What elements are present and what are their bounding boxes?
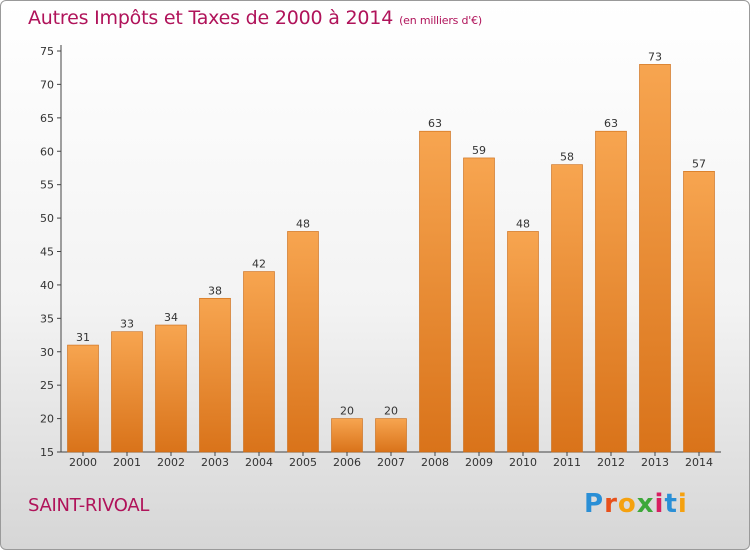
x-tick-label: 2000 <box>69 456 97 469</box>
bar-2009 <box>463 157 495 453</box>
data-label: 73 <box>648 50 662 63</box>
bar-2003 <box>199 297 231 453</box>
data-label: 63 <box>428 117 442 130</box>
y-tick-label: 25 <box>40 379 54 392</box>
y-tick-label: 60 <box>40 145 54 158</box>
bar-2005 <box>287 231 319 453</box>
x-tick-label: 2007 <box>377 456 405 469</box>
bar-2011 <box>551 164 583 453</box>
data-label: 33 <box>120 318 134 331</box>
data-label: 57 <box>692 157 706 170</box>
data-label: 59 <box>472 144 486 157</box>
y-tick-label: 50 <box>40 212 54 225</box>
data-label: 48 <box>516 217 530 230</box>
data-label: 48 <box>296 217 310 230</box>
bar-2013 <box>639 64 671 453</box>
x-tick-label: 2004 <box>245 456 273 469</box>
title-unit: (en milliers d'€) <box>399 14 482 27</box>
place-name: SAINT-RIVOAL <box>28 495 150 516</box>
bar-2001 <box>111 331 143 453</box>
y-tick-label: 30 <box>40 346 54 359</box>
x-tick-label: 2001 <box>113 456 141 469</box>
data-label: 58 <box>560 151 574 164</box>
data-label: 34 <box>164 311 178 324</box>
bar-2006 <box>331 418 363 453</box>
y-tick-label: 15 <box>40 446 54 459</box>
x-tick-label: 2003 <box>201 456 229 469</box>
chart-title: Autres Impôts et Taxes de 2000 à 2014 (en… <box>28 7 482 29</box>
bar-2010 <box>507 231 539 453</box>
y-tick-label: 45 <box>40 246 54 259</box>
x-tick-label: 2012 <box>597 456 625 469</box>
y-tick-label: 70 <box>40 78 54 91</box>
title-text: Autres Impôts et Taxes de 2000 à 2014 <box>28 7 394 29</box>
data-label: 31 <box>76 331 90 344</box>
bar-2000 <box>67 344 99 453</box>
y-tick-label: 55 <box>40 179 54 192</box>
bar-2008 <box>419 130 451 453</box>
bar-2002 <box>155 324 187 453</box>
x-tick-label: 2014 <box>685 456 713 469</box>
x-tick-label: 2010 <box>509 456 537 469</box>
data-label: 42 <box>252 258 266 271</box>
x-tick-label: 2002 <box>157 456 185 469</box>
data-label: 20 <box>340 405 354 418</box>
data-label: 63 <box>604 117 618 130</box>
x-tick-label: 2011 <box>553 456 581 469</box>
x-tick-label: 2013 <box>641 456 669 469</box>
y-tick-label: 20 <box>40 413 54 426</box>
y-tick-label: 35 <box>40 312 54 325</box>
bar-2007 <box>375 418 407 453</box>
data-label: 38 <box>208 284 222 297</box>
y-tick-label: 65 <box>40 112 54 125</box>
bar-2012 <box>595 130 627 453</box>
x-tick-label: 2009 <box>465 456 493 469</box>
x-tick-label: 2005 <box>289 456 317 469</box>
bar-2014 <box>683 171 715 453</box>
data-label: 20 <box>384 405 398 418</box>
proxiti-logo: Proxiti <box>584 489 688 519</box>
bar-2004 <box>243 271 275 453</box>
x-tick-label: 2008 <box>421 456 449 469</box>
y-tick-label: 40 <box>40 279 54 292</box>
x-tick-label: 2006 <box>333 456 361 469</box>
y-tick-label: 75 <box>40 45 54 58</box>
